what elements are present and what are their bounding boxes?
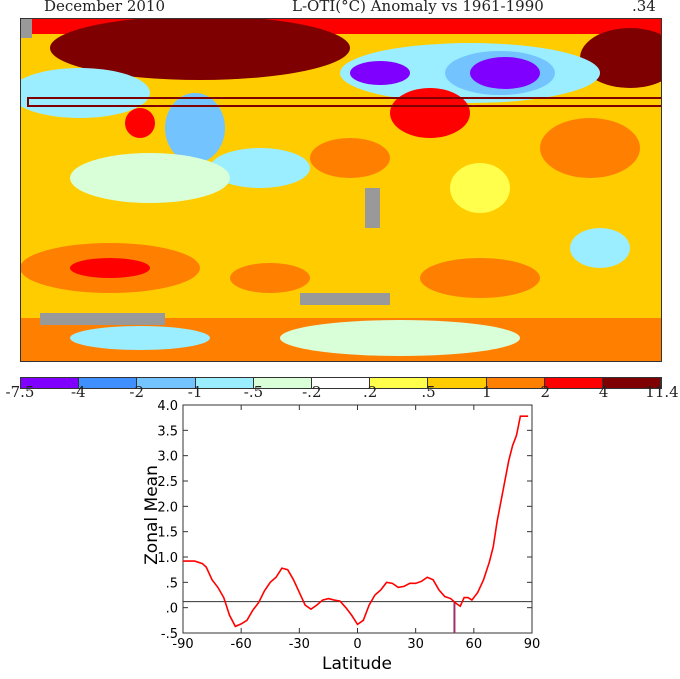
y-tick-label: 3.5 xyxy=(157,424,178,439)
y-tick-label: 3.0 xyxy=(157,450,178,465)
colorbar-swatch xyxy=(137,378,196,388)
x-tick-label: 30 xyxy=(407,637,424,652)
colorbar-label: -.2 xyxy=(302,383,322,401)
colorbar-swatch xyxy=(21,378,80,388)
colorbar-label: .5 xyxy=(421,383,436,401)
colorbar-swatch xyxy=(486,378,545,388)
colorbar xyxy=(20,377,662,389)
colorbar-label: .2 xyxy=(363,383,378,401)
colorbar-swatch xyxy=(428,378,487,388)
colorbar-swatch xyxy=(602,378,662,388)
selected-latitude-band xyxy=(27,97,662,107)
anomaly-map xyxy=(20,18,662,362)
zonal-mean-chart: -90 -60 -30 0 30 60 90 -.5 .0 .5 1.0 1.5 2.0 2.5 3.0 3.… xyxy=(142,399,541,674)
colorbar-label: -2 xyxy=(129,383,145,401)
x-axis-label: Latitude xyxy=(322,654,392,674)
colorbar-label: -.5 xyxy=(243,383,264,401)
y-axis-label: Zonal Mean xyxy=(142,465,162,565)
y-tick-label: 4.0 xyxy=(157,399,178,414)
x-tick-label: -30 xyxy=(289,637,310,652)
colorbar-label: 2 xyxy=(540,383,551,401)
colorbar-label: 1 xyxy=(482,383,492,401)
colorbar-label: -1 xyxy=(187,383,203,401)
colorbar-label: -7.5 xyxy=(5,383,35,401)
global-mean: .34 xyxy=(632,0,656,15)
colorbar-swatch xyxy=(79,378,138,388)
y-tick-label: .0 xyxy=(166,602,178,617)
colorbar-label: 4 xyxy=(598,383,609,401)
colorbar-swatch xyxy=(544,378,603,388)
colorbar-swatch xyxy=(195,378,254,388)
y-tick-label: .5 xyxy=(166,576,178,591)
y-tick-label: 2.0 xyxy=(157,500,178,515)
map-title: L-OTI(°C) Anomaly vs 1961-1990 xyxy=(292,0,544,15)
y-tick-label: 1.5 xyxy=(157,526,178,541)
y-tick-label: 1.0 xyxy=(157,551,178,566)
colorbar-swatch xyxy=(370,378,429,388)
anomaly-regions xyxy=(20,18,662,362)
colorbar-label: 11.4 xyxy=(645,383,679,401)
y-tick-label: -.5 xyxy=(161,627,178,642)
colorbar-label: -4 xyxy=(71,383,86,401)
x-tick-label: 60 xyxy=(466,637,483,652)
colorbar-swatch xyxy=(311,378,371,388)
zonal-mean-line xyxy=(183,415,529,628)
x-tick-label: 0 xyxy=(353,637,361,652)
x-tick-label: 90 xyxy=(524,637,541,652)
y-tick-label: 2.5 xyxy=(157,475,178,490)
x-tick-label: -60 xyxy=(231,637,252,652)
plot-frame xyxy=(182,404,533,634)
colorbar-swatch xyxy=(253,378,312,388)
x-tick-label: -90 xyxy=(172,637,193,652)
map-date: December 2010 xyxy=(44,0,165,15)
